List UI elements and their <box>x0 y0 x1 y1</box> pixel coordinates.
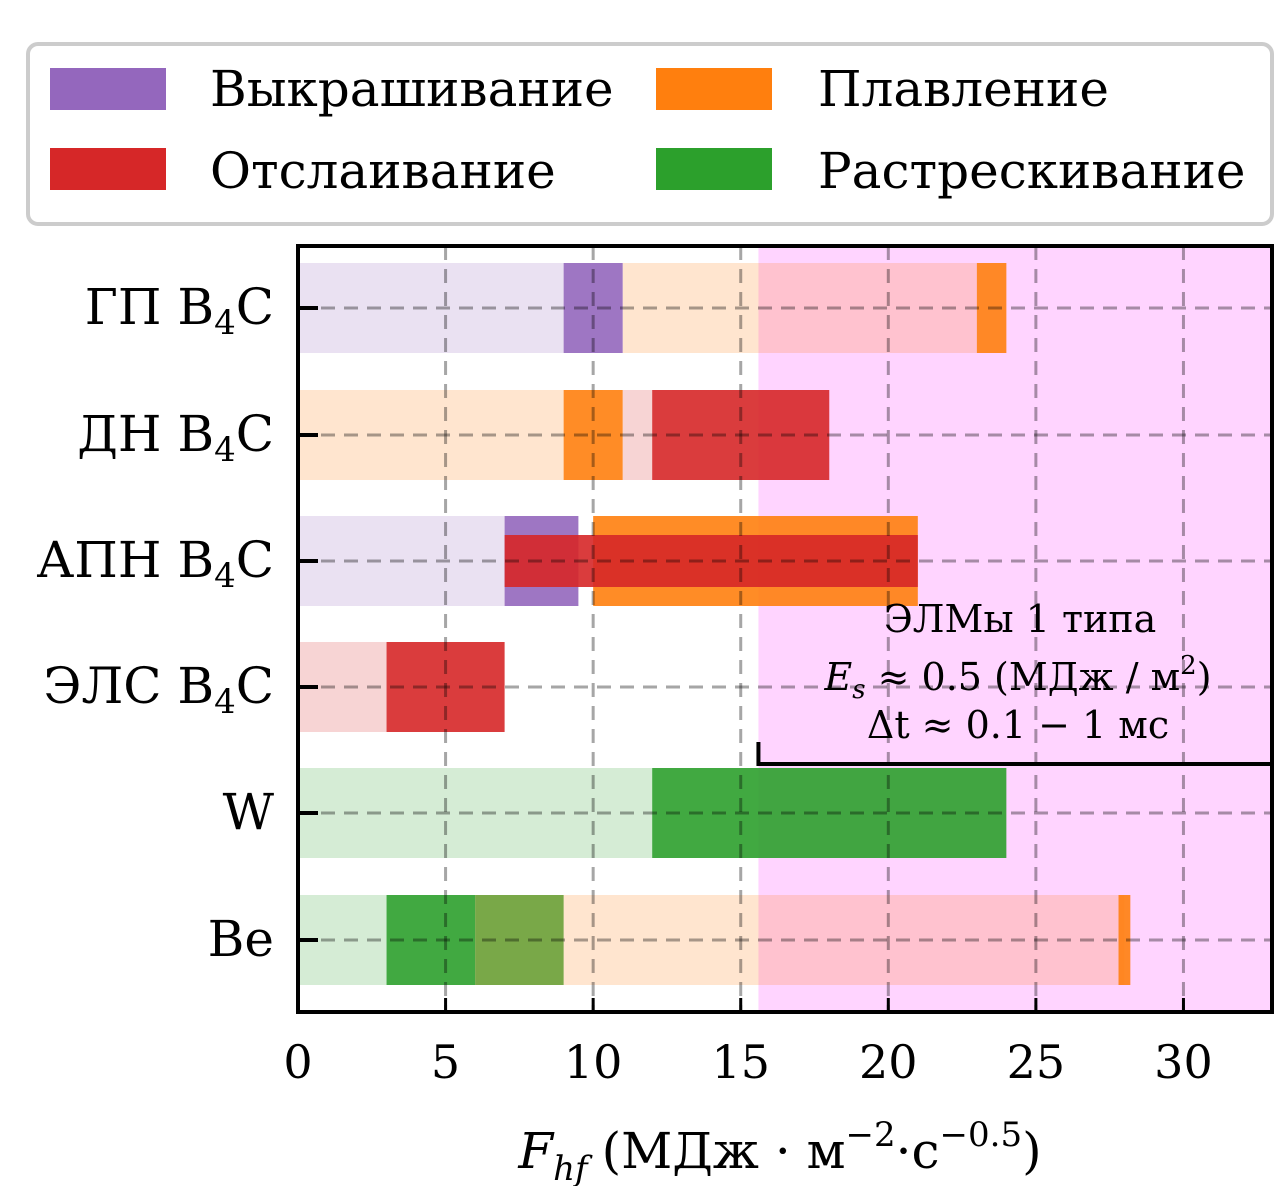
bar-segment <box>386 642 505 732</box>
x-axis-label-unit-right: ) <box>1022 1122 1042 1180</box>
bar-segment <box>298 263 564 353</box>
elm-duration: Δt ≈ 0.1 − 1 мс <box>867 703 1169 747</box>
legend: Выкрашивание Плавление Отслаивание Растр… <box>26 42 1274 226</box>
y-tick-label: ДН B4C <box>77 405 274 470</box>
legend-swatch-1 <box>656 68 772 110</box>
bar-segment <box>504 535 918 587</box>
bar-segment <box>563 263 623 353</box>
bar-segment <box>652 390 830 480</box>
x-axis-label-unit-mid: ·с <box>896 1122 940 1180</box>
x-tick-label: 20 <box>859 1035 918 1089</box>
x-axis-label-sup2: −0.5 <box>940 1115 1023 1155</box>
plot-area: 0 5 10 15 20 25 30 ГП B4C ДН B4C АПН B4C ЭЛС B4C W B… <box>36 244 1274 1089</box>
bar-segment <box>298 516 505 606</box>
x-axis-label-var: F <box>517 1122 555 1180</box>
y-tick-label: W <box>223 783 275 841</box>
legend-swatch-3 <box>656 148 772 190</box>
x-axis-label-sup1: −2 <box>846 1115 896 1155</box>
bar-segment <box>386 895 476 985</box>
bar-segment <box>298 390 564 480</box>
x-tick-label: 30 <box>1154 1035 1213 1089</box>
bar-segment <box>976 263 1007 353</box>
bar-segment <box>563 390 623 480</box>
legend-label-2: Отслаивание <box>210 142 556 200</box>
y-tick-label: ЭЛС B4C <box>43 657 274 722</box>
x-tick-label: 0 <box>283 1035 312 1089</box>
elm-energy-end: ) <box>1197 655 1212 699</box>
bar-segment <box>652 768 1007 858</box>
x-tick-label: 10 <box>564 1035 623 1089</box>
elm-energy: Es ≈ 0.5 (МДж / м2) <box>823 651 1211 705</box>
bar-segment <box>475 895 564 985</box>
y-tick-label: АПН B4C <box>36 531 274 596</box>
x-axis-label-sub: hf <box>553 1149 593 1186</box>
bar-segment <box>563 895 1125 985</box>
elm-region <box>758 246 1272 1012</box>
legend-label-1: Плавление <box>818 60 1109 118</box>
x-tick-label: 5 <box>431 1035 460 1089</box>
bar-segment <box>622 263 977 353</box>
bar-segment <box>622 390 653 480</box>
bar-segment <box>298 768 653 858</box>
y-tick-label: Be <box>208 910 274 968</box>
plot-frame <box>296 244 1274 1014</box>
elm-energy-text: ≈ 0.5 (МДж / м <box>866 655 1181 699</box>
legend-label-3: Растрескивание <box>818 142 1246 200</box>
legend-swatch-2 <box>50 148 166 190</box>
elm-box-border <box>756 742 1272 766</box>
y-tick-label: ГП B4C <box>85 278 274 343</box>
elm-title: ЭЛМы 1 типа <box>884 597 1157 641</box>
legend-frame <box>26 42 1274 226</box>
legend-label-0: Выкрашивание <box>210 60 614 118</box>
elm-energy-sup: 2 <box>1180 651 1197 681</box>
x-tick-label: 25 <box>1007 1035 1066 1089</box>
elm-energy-sub: s <box>852 675 865 705</box>
x-axis-label: Fhf (МДж · м−2·с−0.5) <box>517 1115 1041 1186</box>
x-axis-label-unit-left: (МДж · м <box>602 1122 846 1180</box>
legend-swatch-0 <box>50 68 166 110</box>
bar-segment <box>1118 895 1131 985</box>
elm-energy-var: E <box>823 655 852 699</box>
x-tick-label: 15 <box>711 1035 770 1089</box>
elm-annotation: ЭЛМы 1 типа Es ≈ 0.5 (МДж / м2) Δt ≈ 0.1… <box>823 597 1211 747</box>
